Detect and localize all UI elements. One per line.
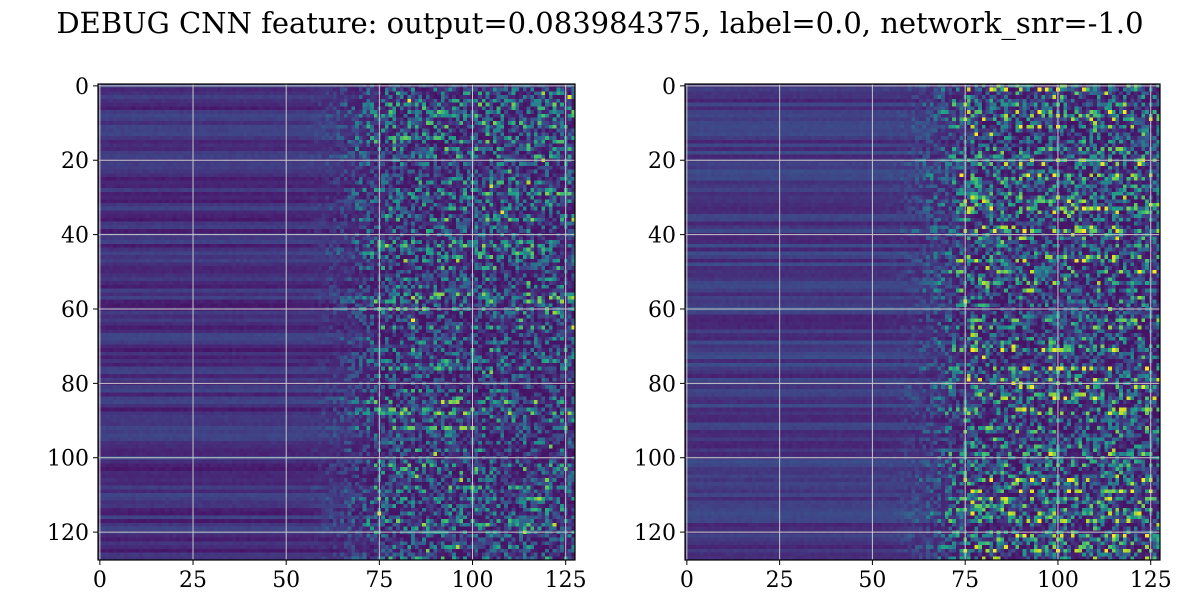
heatmap-panel-right: 0 25 50 75 100 125 0 20 40 60 80 100 120 — [634, 75, 1172, 593]
y-tick-label: 40 — [61, 224, 89, 249]
y-tick-label: 100 — [634, 447, 676, 472]
x-tick-label: 0 — [93, 568, 107, 593]
y-tick-label: 20 — [61, 149, 89, 174]
x-tick-label: 25 — [179, 568, 207, 593]
heatmap-image-right — [685, 84, 1160, 560]
y-tick-label: 80 — [61, 372, 89, 397]
y-tick-label: 60 — [648, 298, 676, 323]
y-tick-label: 60 — [61, 298, 89, 323]
x-tick-label: 125 — [545, 568, 587, 593]
y-tick-label: 0 — [75, 75, 89, 100]
y-tick-label: 100 — [47, 447, 89, 472]
x-tick-label: 50 — [272, 568, 300, 593]
figure-title: DEBUG CNN feature: output=0.083984375, l… — [56, 6, 1143, 41]
x-tick-label: 50 — [858, 568, 886, 593]
heatmap-image-left — [98, 84, 575, 560]
x-tick-label: 100 — [1037, 568, 1079, 593]
y-tick-label: 0 — [662, 75, 676, 100]
x-tick-label: 125 — [1130, 568, 1172, 593]
heatmap-panel-left: 0 25 50 75 100 125 0 20 40 60 80 100 120 — [47, 75, 587, 593]
x-tick-label: 25 — [766, 568, 794, 593]
x-tick-label: 100 — [452, 568, 494, 593]
grid-right — [685, 84, 1160, 560]
ticks-right: 0 25 50 75 100 125 0 20 40 60 80 100 120 — [634, 75, 1172, 593]
y-tick-label: 20 — [648, 149, 676, 174]
y-tick-label: 120 — [47, 521, 89, 546]
axes-frame-left — [97, 83, 576, 561]
x-tick-label: 75 — [365, 568, 393, 593]
axes-frame-right — [684, 83, 1161, 561]
x-tick-label: 0 — [680, 568, 694, 593]
ticks-left: 0 25 50 75 100 125 0 20 40 60 80 100 120 — [47, 75, 587, 593]
y-tick-label: 120 — [634, 521, 676, 546]
x-tick-label: 75 — [951, 568, 979, 593]
y-tick-label: 80 — [648, 372, 676, 397]
grid-left — [98, 84, 575, 560]
y-tick-label: 40 — [648, 224, 676, 249]
